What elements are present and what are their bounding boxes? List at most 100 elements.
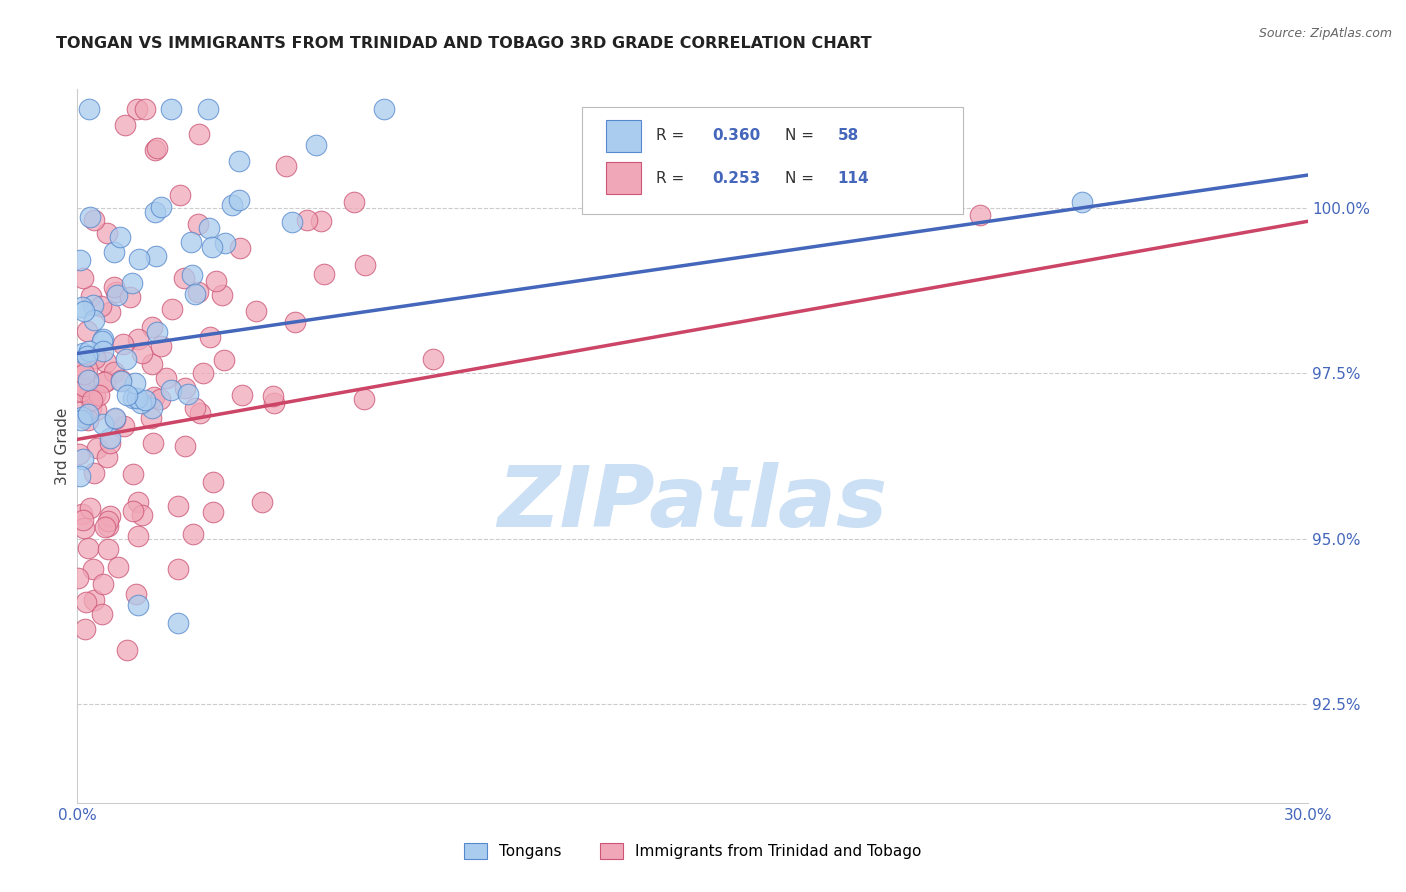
Point <box>149 392 172 406</box>
Point <box>66 572 89 586</box>
Point <box>86 441 108 455</box>
Point <box>77 407 100 421</box>
Point <box>181 268 204 282</box>
Text: ZIPatlas: ZIPatlas <box>498 461 887 545</box>
Point <box>93 375 115 389</box>
Point <box>104 285 127 299</box>
Y-axis label: 3rd Grade: 3rd Grade <box>55 408 70 484</box>
Point <box>98 305 121 319</box>
Point <box>107 559 129 574</box>
Point <box>142 435 165 450</box>
Point <box>69 358 91 372</box>
Legend: Tongans, Immigrants from Trinidad and Tobago: Tongans, Immigrants from Trinidad and To… <box>464 844 921 859</box>
Point <box>90 299 112 313</box>
Point <box>117 642 139 657</box>
Point <box>103 245 125 260</box>
Point <box>91 576 114 591</box>
Point <box>205 274 228 288</box>
Point <box>160 102 183 116</box>
Point <box>149 200 172 214</box>
Text: N =: N = <box>785 171 818 186</box>
Text: TONGAN VS IMMIGRANTS FROM TRINIDAD AND TOBAGO 3RD GRADE CORRELATION CHART: TONGAN VS IMMIGRANTS FROM TRINIDAD AND T… <box>56 36 872 51</box>
Point <box>73 367 96 381</box>
Text: R =: R = <box>655 171 689 186</box>
Point <box>79 102 101 116</box>
Point <box>214 236 236 251</box>
Point <box>77 344 100 359</box>
Point <box>187 127 209 141</box>
Point <box>231 388 253 402</box>
Point <box>104 412 127 426</box>
Point <box>177 386 200 401</box>
Point <box>314 268 336 282</box>
Point <box>79 211 101 225</box>
Point <box>173 381 195 395</box>
Point <box>187 217 209 231</box>
Point <box>77 541 100 556</box>
Point <box>305 137 328 152</box>
Point <box>146 325 169 339</box>
Point <box>141 357 163 371</box>
Point <box>127 332 149 346</box>
Point <box>131 508 153 522</box>
Point <box>69 405 91 419</box>
Point <box>124 587 146 601</box>
Point <box>180 235 202 250</box>
Point <box>82 562 104 576</box>
Point <box>309 214 332 228</box>
Text: 0.253: 0.253 <box>713 171 761 186</box>
Point <box>343 194 366 209</box>
Point <box>263 396 285 410</box>
Point <box>276 159 298 173</box>
Point <box>72 513 94 527</box>
Text: 114: 114 <box>838 171 869 186</box>
Point <box>193 367 215 381</box>
Point <box>94 374 117 388</box>
Point <box>281 215 304 229</box>
Point <box>105 287 128 301</box>
Point <box>125 391 148 405</box>
Point <box>69 447 91 461</box>
Point <box>121 277 143 291</box>
Point <box>79 500 101 515</box>
Point <box>143 390 166 404</box>
Point <box>72 521 94 535</box>
Point <box>149 338 172 352</box>
Point <box>73 303 96 318</box>
Point <box>201 475 224 490</box>
Point <box>1071 194 1094 209</box>
Point <box>173 271 195 285</box>
Point <box>80 289 103 303</box>
Point <box>98 509 121 524</box>
Point <box>127 494 149 508</box>
Point <box>108 230 131 244</box>
Point <box>70 409 93 424</box>
Point <box>72 451 94 466</box>
Point <box>117 387 139 401</box>
Point <box>122 392 145 406</box>
Point <box>155 371 177 385</box>
Point <box>122 467 145 481</box>
Point <box>131 346 153 360</box>
Point <box>73 622 96 636</box>
Point <box>75 595 97 609</box>
Point <box>229 242 252 256</box>
Point <box>201 240 224 254</box>
Point <box>112 419 135 434</box>
Point <box>93 417 115 431</box>
Point <box>145 249 167 263</box>
Point <box>169 187 191 202</box>
Point <box>70 300 93 314</box>
Point <box>103 279 125 293</box>
Point <box>159 384 181 398</box>
Point <box>353 392 375 406</box>
Point <box>250 494 273 508</box>
Point <box>84 351 107 365</box>
Point <box>141 401 163 416</box>
Point <box>181 527 204 541</box>
Point <box>96 450 118 464</box>
Point <box>128 252 150 266</box>
Text: R =: R = <box>655 128 689 143</box>
Point <box>70 413 93 427</box>
Point <box>221 198 243 212</box>
